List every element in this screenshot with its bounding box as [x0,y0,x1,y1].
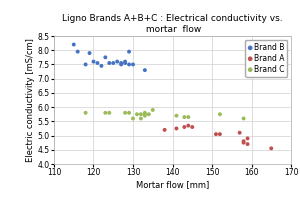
Brand B [91,60,96,63]
Brand B [127,63,131,66]
Brand B [115,60,120,63]
Brand B [130,63,135,66]
Y-axis label: Electric conductivity [mS/cm]: Electric conductivity [mS/cm] [26,38,35,162]
Brand A [241,141,246,144]
Brand B [127,50,131,53]
Brand A [245,137,250,140]
Brand A [162,128,167,131]
Brand B [99,64,104,67]
Brand C [134,113,139,116]
Brand A [174,127,179,130]
Brand C [142,114,147,117]
Brand A [245,142,250,146]
Brand B [103,56,108,59]
Brand A [237,131,242,134]
Brand A [214,133,218,136]
Brand C [127,111,131,114]
Brand B [119,61,124,65]
Brand A [190,125,195,129]
Legend: Brand B, Brand A, Brand C: Brand B, Brand A, Brand C [245,40,287,77]
Brand B [123,60,128,63]
Brand B [119,63,124,66]
Brand C [218,113,222,116]
Brand C [150,108,155,112]
Brand B [107,61,112,65]
Brand B [83,63,88,66]
Brand A [182,125,187,129]
Brand B [95,61,100,65]
Brand C [83,111,88,114]
Brand C [123,111,128,114]
Brand C [139,117,143,120]
Brand B [71,43,76,46]
Brand C [142,113,147,116]
Brand C [182,115,187,119]
Brand A [186,124,191,127]
Brand A [241,140,246,143]
Brand C [107,111,112,114]
Brand C [130,117,135,120]
Brand B [75,50,80,53]
X-axis label: Mortar flow [mm]: Mortar flow [mm] [136,180,209,189]
Brand C [174,114,179,117]
Brand C [186,115,191,119]
Brand B [123,61,128,65]
Brand C [146,113,151,116]
Brand B [111,61,116,65]
Brand B [87,51,92,55]
Brand C [142,111,147,114]
Brand C [139,113,143,116]
Brand C [103,111,108,114]
Brand B [142,69,147,72]
Brand A [218,133,222,136]
Title: Ligno Brands A+B+C : Electrical conductivity vs.
 mortar  flow: Ligno Brands A+B+C : Electrical conducti… [62,14,283,34]
Brand A [269,147,274,150]
Brand C [241,117,246,120]
